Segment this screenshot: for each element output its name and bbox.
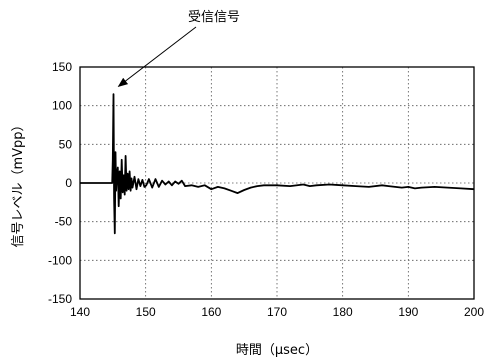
x-tick-label: 160	[201, 305, 221, 319]
y-tick-label: -150	[48, 292, 72, 306]
y-tick-label: 50	[59, 137, 73, 151]
x-tick-label: 170	[267, 305, 287, 319]
series-line	[80, 93, 475, 235]
x-tick-label: 190	[398, 305, 418, 319]
series-lines	[80, 93, 475, 235]
y-tick-labels: 150 100 50 0 -50 -100 -150	[48, 60, 72, 306]
y-tick-label: 0	[65, 176, 72, 190]
y-tick-label: -100	[48, 253, 72, 267]
grid-lines	[80, 67, 474, 299]
y-tick-label: 150	[52, 60, 72, 74]
y-axis-label: 信号レベル（mVpp）	[11, 118, 26, 247]
x-axis-label: 時間（μsec）	[236, 343, 318, 358]
x-tick-label: 200	[464, 305, 484, 319]
annotation: 受信信号	[117, 10, 240, 87]
x-tick-label: 180	[333, 305, 353, 319]
x-tick-label: 150	[136, 305, 156, 319]
x-tick-label: 140	[70, 305, 90, 319]
x-tick-labels: 140 150 160 170 180 190 200	[70, 305, 484, 319]
y-tick-label: 100	[52, 99, 72, 113]
annotation-label: 受信信号	[188, 10, 240, 25]
annotation-arrow	[117, 26, 197, 87]
y-tick-label: -50	[55, 215, 73, 229]
